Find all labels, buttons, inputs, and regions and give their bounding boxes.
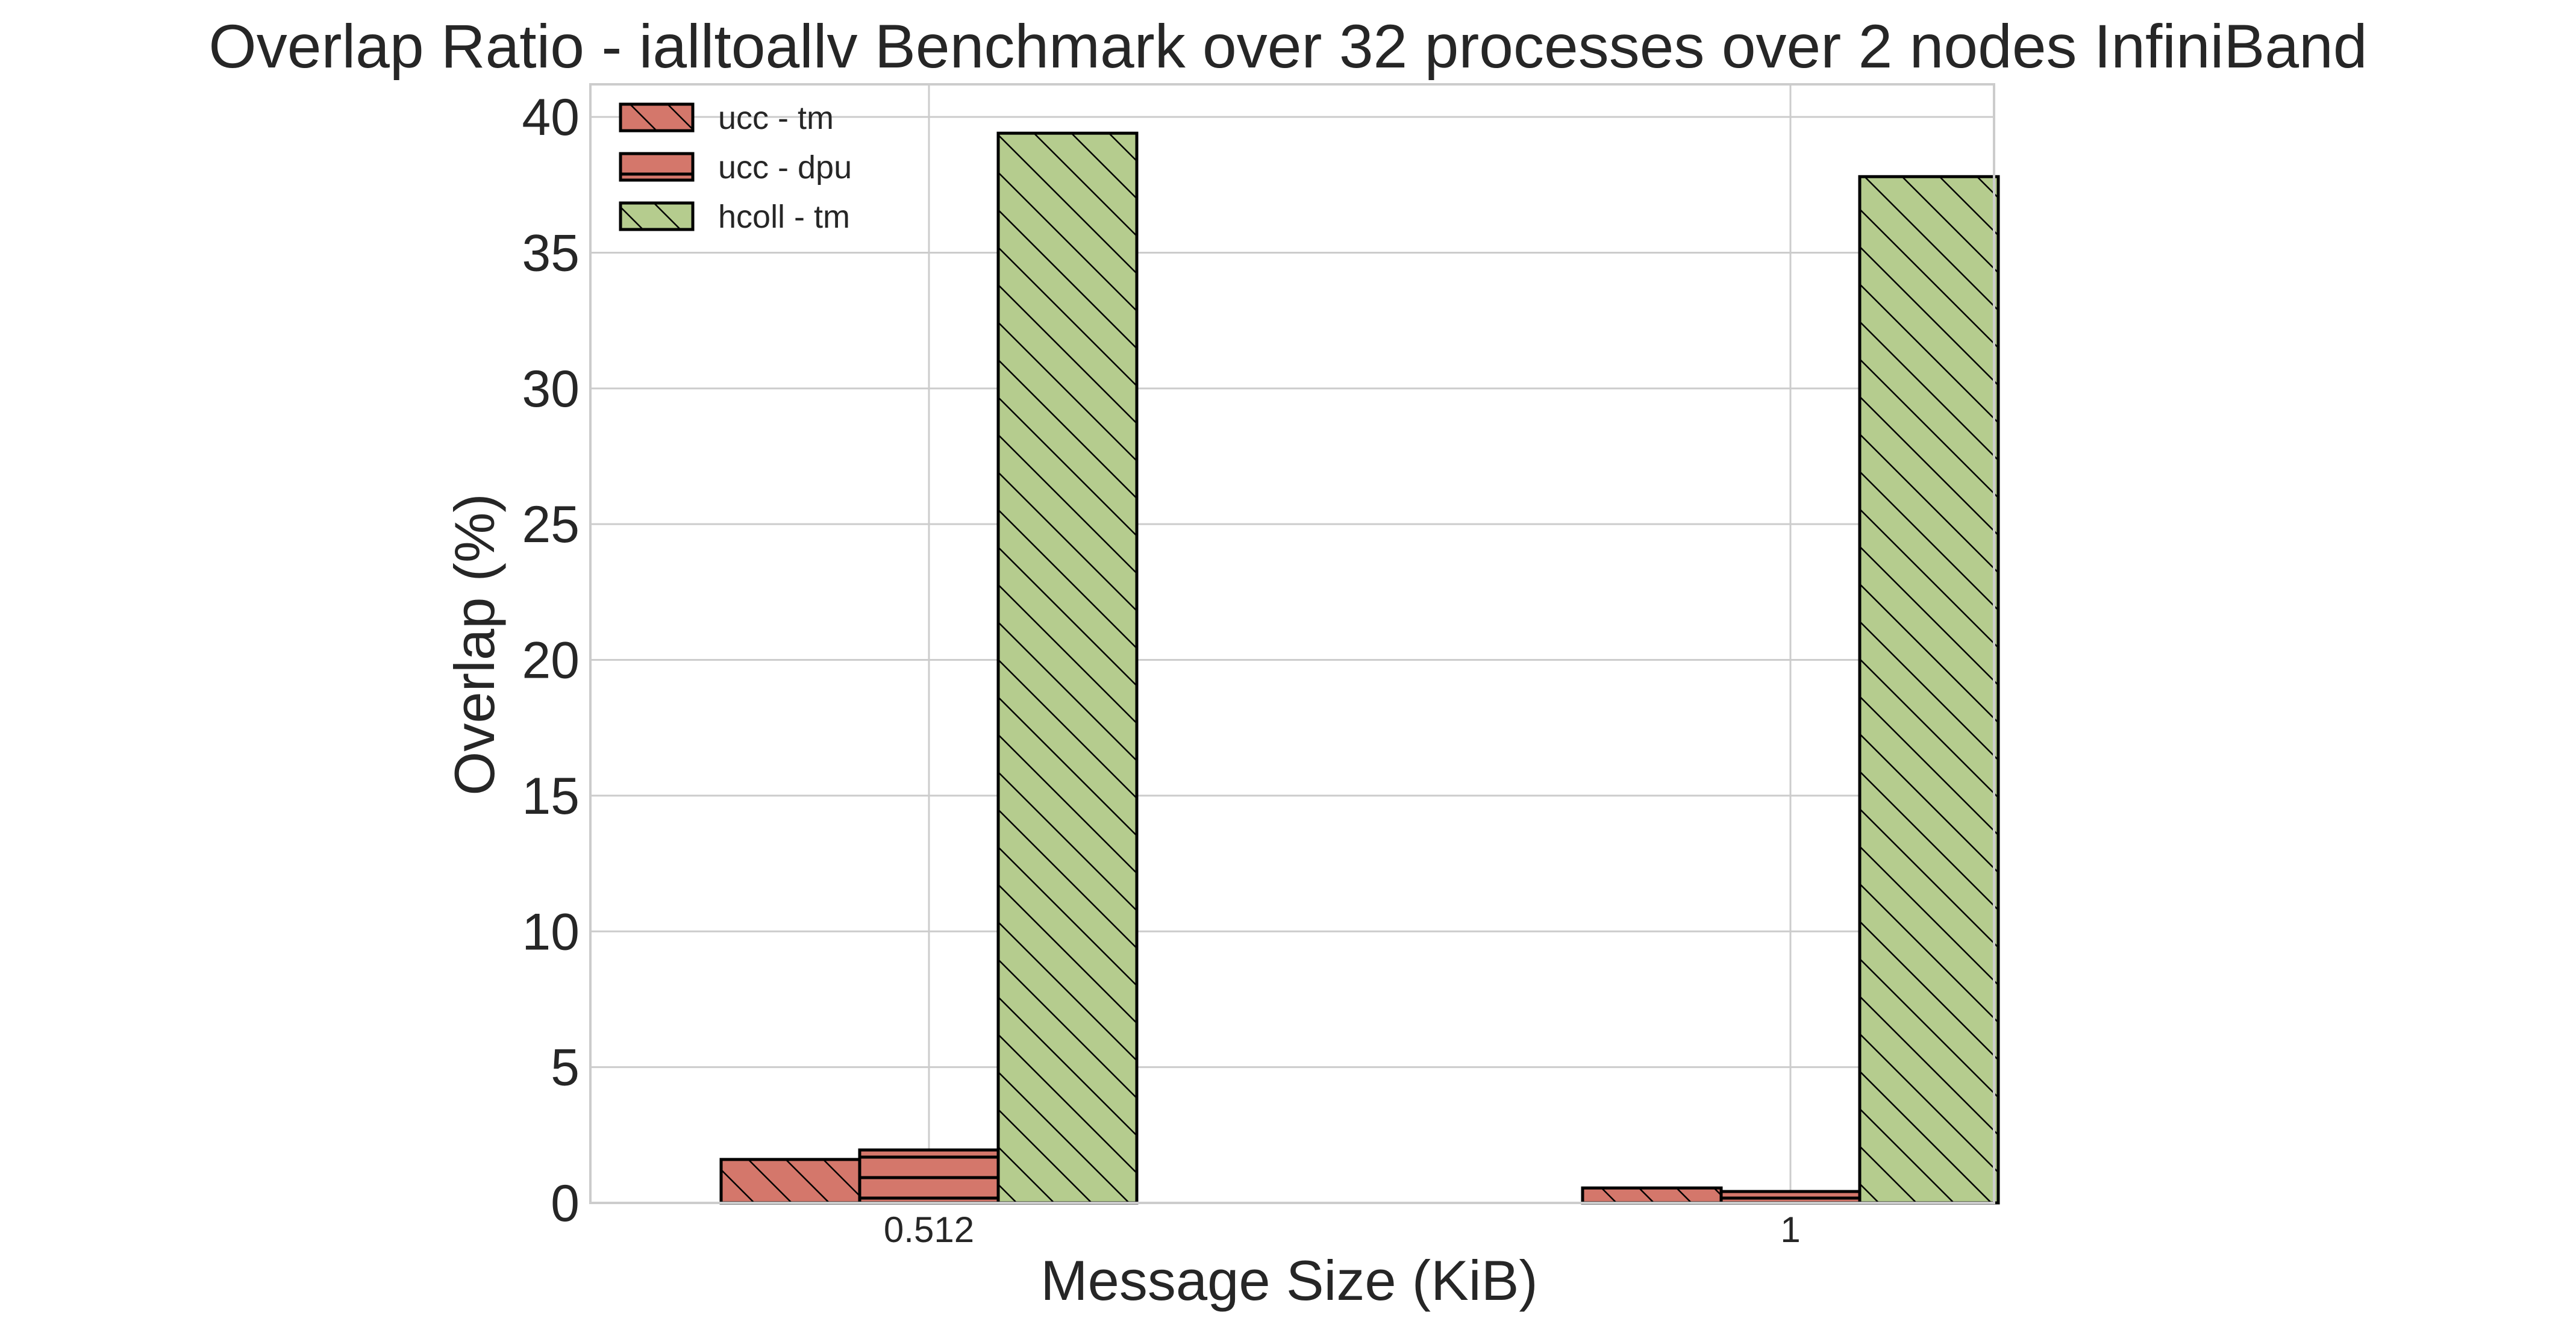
bar <box>1719 1190 1862 1205</box>
bar <box>1581 1186 1723 1205</box>
bar <box>996 131 1139 1205</box>
x-tick-labels: 0.512 1 <box>884 1210 1801 1250</box>
y-tick-label: 20 <box>522 632 580 690</box>
y-tick-label: 25 <box>522 496 580 554</box>
x-tick-label: 1 <box>1780 1210 1800 1250</box>
bar <box>719 1158 861 1205</box>
y-axis-label: Overlap (%) <box>443 493 506 795</box>
chart-title: Overlap Ratio - ialltoallv Benchmark ove… <box>208 12 2367 81</box>
legend-label: ucc - dpu <box>718 149 852 186</box>
y-tick-labels: 0 5 10 15 20 25 30 35 40 <box>522 89 580 1232</box>
legend-item: ucc - dpu <box>619 149 852 186</box>
x-axis-label: Message Size (KiB) <box>1040 1249 1537 1312</box>
y-tick-label: 0 <box>551 1175 580 1232</box>
y-tick-label: 35 <box>522 224 580 282</box>
y-tick-label: 5 <box>551 1039 580 1097</box>
y-tick-label: 30 <box>522 360 580 418</box>
legend-item: ucc - tm <box>619 100 834 136</box>
legend-label: ucc - tm <box>718 100 834 136</box>
y-tick-label: 10 <box>522 903 580 961</box>
bar <box>858 1148 1000 1205</box>
bar <box>1858 175 2000 1205</box>
legend: ucc - tm ucc - dpu hcoll - tm <box>619 100 852 235</box>
grid-layer <box>590 84 1994 1204</box>
legend-label: hcoll - tm <box>718 199 850 235</box>
legend-item: hcoll - tm <box>619 199 850 235</box>
x-tick-label: 0.512 <box>884 1210 974 1250</box>
y-tick-label: 40 <box>522 89 580 146</box>
y-tick-label: 15 <box>522 767 580 825</box>
bars-layer <box>719 131 2000 1205</box>
plot-frame <box>589 83 1995 1204</box>
